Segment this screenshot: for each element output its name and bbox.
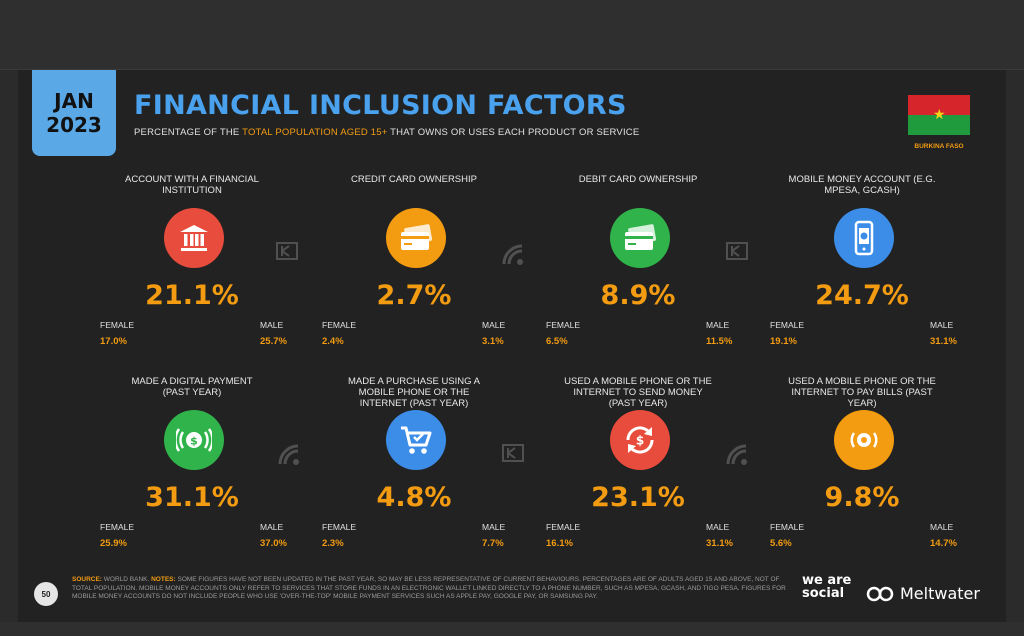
meltwater-logo: Meltwater: [866, 584, 980, 603]
stat-label: MADE A DIGITAL PAYMENT (PAST YEAR): [131, 376, 253, 398]
page-number: 50: [34, 582, 58, 606]
watermark-logo-icon: [502, 244, 523, 265]
male-value: 31.1%: [706, 538, 733, 549]
stat-card: MADE A DIGITAL PAYMENT (PAST YEAR) $31.1%…: [88, 376, 296, 576]
stat-value: 4.8%: [376, 482, 452, 513]
date-badge: JAN 2023: [32, 70, 116, 156]
stat-card: MOBILE MONEY ACCOUNT (E.G. MPESA, GCASH)…: [758, 174, 966, 374]
watermark-logo-icon: [726, 242, 748, 260]
male-label: MALE: [930, 320, 954, 330]
male-value: 3.1%: [482, 336, 504, 347]
female-label: FEMALE: [770, 522, 805, 532]
stat-label: USED A MOBILE PHONE OR THE INTERNET TO S…: [564, 376, 712, 409]
stat-label: USED A MOBILE PHONE OR THE INTERNET TO P…: [788, 376, 936, 409]
stat-value: 9.8%: [824, 482, 900, 513]
stat-label: CREDIT CARD OWNERSHIP: [351, 174, 477, 185]
female-label: FEMALE: [100, 320, 135, 330]
female-value: 5.6%: [770, 538, 792, 549]
credit-card-icon: [386, 208, 446, 268]
male-value: 25.7%: [260, 336, 287, 347]
stat-card: MADE A PURCHASE USING A MOBILE PHONE OR …: [310, 376, 518, 576]
page-subtitle: PERCENTAGE OF THE TOTAL POPULATION AGED …: [134, 127, 640, 138]
country-label: BURKINA FASO: [914, 143, 964, 150]
male-value: 31.1%: [930, 336, 957, 347]
stat-card: DEBIT CARD OWNERSHIP 8.9% FEMALE MALE 6.5% 11…: [534, 174, 742, 374]
female-label: FEMALE: [322, 522, 357, 532]
male-label: MALE: [482, 320, 506, 330]
stat-value: 8.9%: [600, 280, 676, 311]
stat-card: USED A MOBILE PHONE OR THE INTERNET TO S…: [534, 376, 742, 576]
bank-icon: [164, 208, 224, 268]
stat-value: 24.7%: [815, 280, 909, 311]
footer-notes: SOURCE: WORLD BANK. NOTES: SOME FIGURES …: [72, 576, 786, 600]
watermark-logo-icon: [502, 444, 524, 462]
slide: JAN 2023 FINANCIAL INCLUSION FACTORS PER…: [18, 70, 1006, 622]
stat-label: DEBIT CARD OWNERSHIP: [578, 174, 698, 185]
stat-value: 21.1%: [145, 280, 239, 311]
female-value: 17.0%: [100, 336, 127, 347]
stat-label: MADE A PURCHASE USING A MOBILE PHONE OR …: [348, 376, 480, 409]
stat-card: ACCOUNT WITH A FINANCIAL INSTITUTION 21.1…: [88, 174, 296, 374]
stat-card: CREDIT CARD OWNERSHIP 2.7% FEMALE MALE 2.4% 3…: [310, 174, 518, 374]
meltwater-mark-icon: [866, 586, 894, 601]
stat-value: 31.1%: [145, 482, 239, 513]
female-value: 16.1%: [546, 538, 573, 549]
stat-value: 23.1%: [591, 482, 685, 513]
male-value: 14.7%: [930, 538, 957, 549]
viewer-bottom-bar: [0, 622, 1024, 636]
male-label: MALE: [706, 522, 730, 532]
viewer-top-bar: [0, 0, 1024, 70]
watermark-logo-icon: [278, 444, 299, 465]
stat-value: 2.7%: [376, 280, 452, 311]
burkina-faso-flag-icon: ★: [908, 95, 970, 135]
digital-payment-icon: $: [164, 410, 224, 470]
female-label: FEMALE: [546, 522, 581, 532]
female-value: 6.5%: [546, 336, 568, 347]
male-label: MALE: [260, 522, 284, 532]
female-value: 19.1%: [770, 336, 797, 347]
watermark-logo-icon: [276, 242, 298, 260]
male-label: MALE: [706, 320, 730, 330]
male-value: 37.0%: [260, 538, 287, 549]
stat-label: MOBILE MONEY ACCOUNT (E.G. MPESA, GCASH): [788, 174, 936, 196]
pay-bills-icon: [834, 410, 894, 470]
female-label: FEMALE: [322, 320, 357, 330]
female-label: FEMALE: [100, 522, 135, 532]
female-value: 2.4%: [322, 336, 344, 347]
stat-label: ACCOUNT WITH A FINANCIAL INSTITUTION: [125, 174, 259, 196]
female-value: 25.9%: [100, 538, 127, 549]
date-year: 2023: [46, 113, 102, 137]
send-money-icon: $: [610, 410, 670, 470]
female-value: 2.3%: [322, 538, 344, 549]
debit-card-icon: [610, 208, 670, 268]
female-label: FEMALE: [770, 320, 805, 330]
mobile-money-icon: [834, 208, 894, 268]
we-are-social-logo: we are social: [802, 573, 852, 601]
male-label: MALE: [930, 522, 954, 532]
svg-text:$: $: [190, 435, 198, 448]
page-title: FINANCIAL INCLUSION FACTORS: [134, 90, 627, 121]
shopping-cart-icon: [386, 410, 446, 470]
male-label: MALE: [482, 522, 506, 532]
female-label: FEMALE: [546, 320, 581, 330]
male-value: 7.7%: [482, 538, 504, 549]
svg-text:$: $: [636, 434, 644, 448]
watermark-logo-icon: [726, 444, 747, 465]
male-label: MALE: [260, 320, 284, 330]
stat-card: USED A MOBILE PHONE OR THE INTERNET TO P…: [758, 376, 966, 576]
date-month: JAN: [54, 89, 94, 113]
male-value: 11.5%: [706, 336, 733, 347]
